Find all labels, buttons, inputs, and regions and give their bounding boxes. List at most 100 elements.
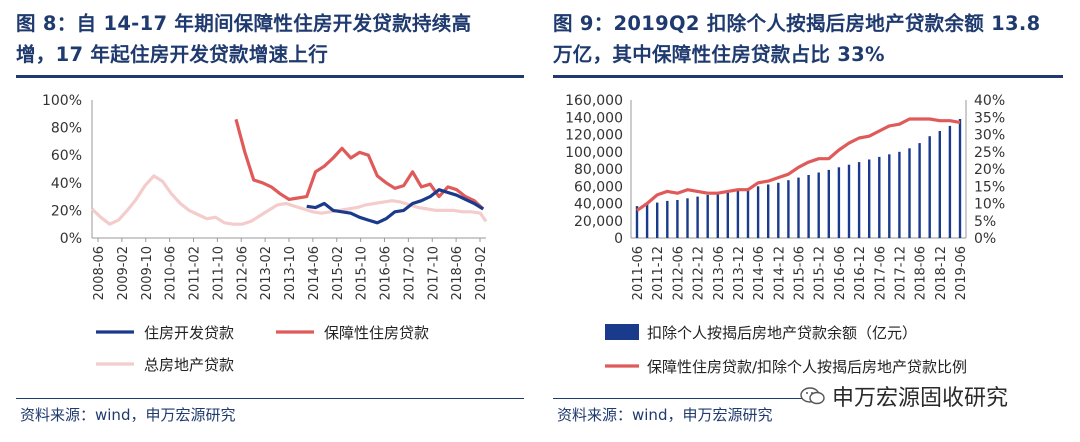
- bar: [837, 167, 841, 238]
- bar: [868, 159, 871, 238]
- bar: [827, 169, 830, 238]
- x-tick-label: 2012-06: [235, 246, 250, 300]
- legend-label: 住房开发贷款: [144, 324, 234, 342]
- bar: [908, 148, 911, 238]
- x-tick-label: 2017-12: [893, 246, 908, 300]
- right-title-line2: 万亿，其中保障性住房贷款占比 33%: [553, 43, 885, 66]
- y-right-tick-label: 0%: [974, 231, 996, 247]
- bar: [767, 184, 770, 238]
- bar: [878, 156, 881, 238]
- bar: [928, 136, 931, 238]
- bar: [817, 172, 820, 238]
- y-right-tick-label: 5%: [974, 214, 996, 230]
- y-right-tick-label: 10%: [974, 197, 1005, 213]
- y-tick-label: 100%: [42, 93, 82, 109]
- y-tick-label: 40%: [51, 176, 82, 192]
- y-right-tick-label: 40%: [974, 93, 1005, 109]
- y-right-tick-label: 25%: [974, 145, 1005, 161]
- legend-label-line: 保障性住房贷款/扣除个人按揭后房地产贷款比例: [647, 358, 967, 376]
- y-left-tick-label: 100,000: [565, 145, 623, 161]
- bar: [958, 119, 962, 238]
- bar: [797, 177, 800, 238]
- bar: [716, 193, 719, 238]
- right-title-rule: [553, 75, 1063, 78]
- x-tick-label: 2018-06: [914, 246, 929, 300]
- left-title: 图 8：自 14-17 年期间保障性住房开发贷款持续高 增，17 年起住房开发贷…: [16, 8, 471, 70]
- x-tick-label: 2013-12: [732, 246, 747, 300]
- x-tick-label: 2014-06: [307, 246, 322, 300]
- x-tick-label: 2013-06: [712, 246, 727, 300]
- x-tick-label: 2015-10: [355, 246, 370, 300]
- y-tick-label: 60%: [51, 148, 82, 164]
- y-tick-label: 80%: [51, 121, 82, 137]
- bar: [938, 131, 941, 238]
- right-title-line1: 图 9：2019Q2 扣除个人按揭后房地产贷款余额 13.8: [553, 12, 1041, 35]
- left-panel: 图 8：自 14-17 年期间保障性住房开发贷款持续高 增，17 年起住房开发贷…: [16, 0, 536, 442]
- x-tick-label: 2010-06: [164, 246, 179, 300]
- y-left-tick-label: 0: [614, 231, 623, 247]
- bar: [777, 182, 780, 238]
- bar: [726, 191, 729, 238]
- x-tick-label: 2018-12: [934, 246, 949, 300]
- series-line-2: [90, 174, 488, 226]
- y-right-tick-label: 30%: [974, 128, 1005, 144]
- bar: [746, 188, 750, 238]
- x-tick-label: 2015-02: [331, 246, 346, 300]
- bar: [645, 204, 649, 238]
- y-tick-label: 20%: [51, 203, 82, 219]
- x-tick-label: 2016-12: [853, 246, 868, 300]
- x-tick-label: 2015-06: [793, 246, 808, 300]
- bar: [676, 200, 679, 238]
- bar: [706, 194, 709, 238]
- bar: [756, 186, 760, 239]
- watermark: 申万宏源固收研究: [800, 380, 1008, 412]
- y-right-tick-label: 15%: [974, 179, 1005, 195]
- left-title-rule: [16, 75, 524, 78]
- x-tick-label: 2019-02: [474, 246, 489, 300]
- x-tick-label: 2008-06: [92, 246, 107, 300]
- x-tick-label: 2016-06: [833, 246, 848, 300]
- bar: [656, 202, 659, 238]
- y-left-tick-label: 120,000: [565, 128, 623, 144]
- y-left-tick-label: 60,000: [574, 179, 623, 195]
- y-tick-label: 0%: [60, 231, 82, 247]
- bar: [666, 200, 669, 238]
- x-tick-label: 2011-06: [631, 246, 646, 300]
- y-left-tick-label: 140,000: [565, 110, 623, 126]
- x-tick-label: 2013-02: [259, 246, 274, 300]
- series-line-1: [234, 118, 485, 211]
- x-tick-label: 2009-10: [140, 246, 155, 300]
- right-source: 资料来源：wind，申万宏源研究: [557, 406, 773, 424]
- x-tick-label: 2018-06: [450, 246, 465, 300]
- bar: [736, 189, 740, 238]
- x-tick-label: 2012-12: [692, 246, 707, 300]
- y-right-tick-label: 20%: [974, 162, 1005, 178]
- right-title: 图 9：2019Q2 扣除个人按揭后房地产贷款余额 13.8 万亿，其中保障性住…: [553, 8, 1040, 70]
- x-tick-label: 2011-02: [188, 246, 203, 300]
- wechat-icon: [800, 387, 825, 405]
- x-tick-label: 2015-12: [813, 246, 828, 300]
- bar: [787, 180, 790, 238]
- y-left-tick-label: 20,000: [574, 214, 623, 230]
- legend-swatch-bars: [605, 324, 639, 340]
- y-left-tick-label: 40,000: [574, 197, 623, 213]
- bar: [847, 164, 851, 238]
- right-source-rule: [553, 398, 803, 399]
- bar: [857, 162, 861, 238]
- bar: [948, 125, 952, 238]
- bar: [807, 175, 810, 238]
- bar: [686, 198, 689, 238]
- bar: [918, 143, 921, 238]
- x-tick-label: 2017-02: [402, 246, 417, 300]
- bar: [888, 154, 891, 238]
- x-tick-label: 2009-02: [116, 246, 131, 300]
- x-tick-label: 2016-06: [379, 246, 394, 300]
- x-tick-label: 2019-06: [954, 246, 969, 300]
- bar: [635, 206, 639, 238]
- x-tick-label: 2017-06: [873, 246, 888, 300]
- left-title-line1: 图 8：自 14-17 年期间保障性住房开发贷款持续高: [16, 12, 472, 35]
- x-tick-label: 2014-12: [772, 246, 787, 300]
- left-title-line2: 增，17 年起住房开发贷款增速上行: [16, 43, 329, 66]
- left-source: 资料来源：wind，申万宏源研究: [20, 406, 236, 424]
- legend-label: 保障性住房贷款: [324, 324, 429, 342]
